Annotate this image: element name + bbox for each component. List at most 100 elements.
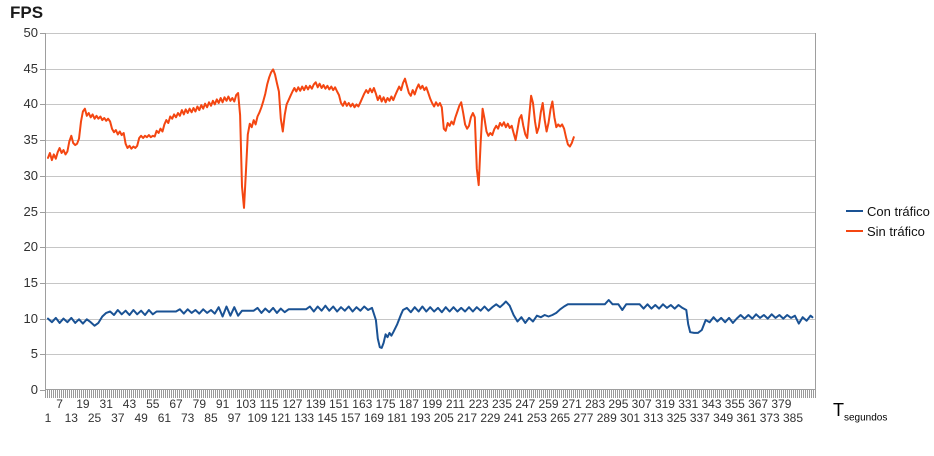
legend-item-sin-tr-fico: Sin tráfico (846, 221, 930, 241)
y-tick-mark (40, 212, 45, 213)
x-tick-label: 253 (526, 411, 547, 425)
y-tick-mark (40, 104, 45, 105)
x-axis-unit-sub: segundos (844, 412, 888, 424)
x-tick-label: 199 (422, 397, 443, 411)
x-tick-label: 67 (169, 397, 183, 411)
x-tick-label: 325 (666, 411, 687, 425)
x-tick-label: 19 (76, 397, 90, 411)
x-tick-label: 151 (329, 397, 350, 411)
y-tick-mark (40, 247, 45, 248)
x-tick-label: 1 (44, 411, 52, 425)
x-tick-label: 193 (410, 411, 431, 425)
x-tick-label: 379 (771, 397, 792, 411)
x-tick-label: 163 (352, 397, 373, 411)
legend-label: Sin tráfico (867, 223, 925, 239)
legend: Con tráfico Sin tráfico (846, 201, 930, 241)
x-tick-label: 355 (724, 397, 745, 411)
y-tick-mark (40, 176, 45, 177)
x-tick-label: 337 (689, 411, 710, 425)
x-axis-tick-band (45, 390, 817, 398)
x-tick-label: 181 (387, 411, 408, 425)
x-tick-label: 55 (146, 397, 160, 411)
x-tick-label: 109 (247, 411, 268, 425)
x-tick-label: 229 (480, 411, 501, 425)
y-tick-label: 35 (23, 132, 38, 148)
x-tick-label: 7 (56, 397, 63, 411)
x-tick-label: 187 (398, 397, 419, 411)
y-tick-mark (40, 140, 45, 141)
x-tick-label: 13 (64, 411, 78, 425)
x-tick-label: 385 (782, 411, 804, 425)
x-tick-label: 247 (515, 397, 536, 411)
chart-title: FPS (10, 3, 44, 22)
x-tick-label: 367 (748, 397, 769, 411)
x-tick-label: 283 (585, 397, 606, 411)
x-tick-label: 157 (340, 411, 361, 425)
y-tick-label: 50 (23, 25, 38, 40)
x-tick-label: 37 (111, 411, 125, 425)
x-tick-label: 313 (643, 411, 664, 425)
x-axis-unit-main: T (833, 400, 844, 420)
x-tick-label: 31 (99, 397, 113, 411)
x-tick-label: 259 (538, 397, 559, 411)
x-tick-label: 349 (713, 411, 734, 425)
x-tick-label: 139 (305, 397, 326, 411)
x-tick-label: 211 (445, 397, 465, 411)
x-tick-label: 265 (550, 411, 571, 425)
x-tick-label: 91 (215, 397, 230, 411)
x-tick-label: 169 (363, 411, 384, 425)
x-tick-label: 43 (122, 397, 137, 411)
x-tick-label: 289 (596, 411, 617, 425)
x-tick-label: 361 (736, 411, 757, 425)
y-tick-mark (40, 33, 45, 34)
x-tick-label: 301 (620, 411, 641, 425)
x-tick-label: 373 (759, 411, 780, 425)
x-tick-label: 307 (631, 397, 652, 411)
y-tick-label: 15 (23, 274, 38, 290)
x-tick-label: 175 (375, 397, 396, 411)
y-tick-label: 40 (23, 96, 38, 112)
y-tick-label: 20 (23, 239, 38, 255)
x-tick-label: 145 (317, 411, 338, 425)
x-tick-label: 127 (282, 397, 303, 411)
x-tick-label: 205 (433, 411, 454, 425)
y-tick-label: 10 (23, 310, 38, 326)
x-tick-label: 331 (678, 397, 699, 411)
x-tick-label: 121 (270, 411, 291, 425)
x-tick-label: 295 (608, 397, 629, 411)
legend-item-con-tr-fico: Con tráfico (846, 201, 930, 221)
x-tick-label: 235 (491, 397, 512, 411)
x-tick-label: 241 (503, 411, 524, 425)
x-axis-unit-label: Tsegundos (833, 400, 887, 424)
x-tick-label: 223 (468, 397, 489, 411)
x-tick-label: 97 (227, 411, 241, 425)
x-tick-label: 133 (294, 411, 315, 425)
legend-label: Con tráfico (867, 203, 930, 219)
x-tick-label: 73 (181, 411, 195, 425)
y-tick-label: 5 (30, 346, 38, 362)
x-tick-label: 85 (204, 411, 218, 425)
x-tick-label: 271 (561, 397, 582, 411)
x-tick-label: 103 (235, 397, 256, 411)
x-tick-label: 79 (192, 397, 207, 411)
x-tick-label: 49 (134, 411, 148, 425)
y-tick-label: 45 (23, 60, 38, 76)
x-tick-label: 115 (259, 397, 279, 411)
y-tick-mark (40, 283, 45, 284)
x-tick-label: 319 (654, 397, 675, 411)
x-tick-label: 343 (701, 397, 722, 411)
y-tick-label: 25 (23, 203, 38, 219)
x-tick-label: 277 (573, 411, 594, 425)
y-tick-label: 0 (30, 382, 38, 397)
y-tick-mark (40, 319, 45, 320)
legend-line-swatch (846, 230, 863, 232)
series-line-con-tr-fico (47, 299, 814, 349)
plot-area (45, 33, 816, 390)
y-tick-label: 30 (23, 167, 38, 183)
series-line-sin-tr-fico (47, 68, 575, 209)
x-tick-label: 61 (157, 411, 172, 425)
y-tick-mark (40, 354, 45, 355)
y-tick-mark (40, 390, 45, 391)
x-tick-label: 25 (87, 411, 102, 425)
